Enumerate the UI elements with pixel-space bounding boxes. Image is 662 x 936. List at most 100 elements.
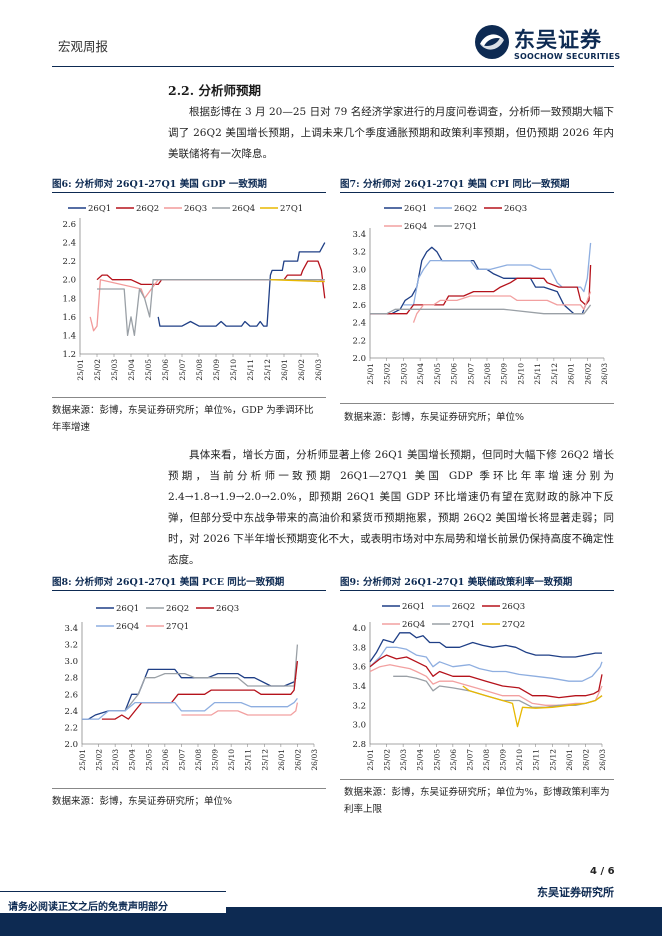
- fig9-ytick-label: 2.8: [352, 740, 366, 750]
- fig7-source: 数据来源：彭博，东吴证券研究所；单位%: [344, 412, 525, 423]
- section-title: 2.2. 分析师预期: [168, 83, 261, 98]
- fig8-xtick-label: 25/11: [244, 749, 253, 771]
- fig6-title: 分析师对 26Q1-27Q1 美国 GDP 一致预期: [74, 179, 267, 190]
- brand-logo-cn: 东吴证券: [514, 28, 602, 52]
- brand-logo: 东吴证券 SOOCHOW SECURITIES: [474, 22, 624, 66]
- fig7-series-26Q3: [370, 264, 592, 315]
- paragraph-2: 具体来看，增长方面，分析师显著上修 26Q1 美国增长预期，但同时大幅下修 26…: [168, 449, 614, 566]
- fig9-series-26Q4: [369, 664, 603, 706]
- fig9-xtick-label: 26/02: [581, 749, 590, 771]
- fig6-series-26Q1: [157, 242, 326, 327]
- disclaimer-text: 请务必阅读正文之后的免责声明部分: [8, 902, 168, 913]
- fig9-xtick-label: 25/05: [432, 749, 441, 771]
- fig8-legend-label: 26Q2: [166, 604, 189, 614]
- fig8-ytick-label: 3.0: [64, 657, 78, 667]
- fig6-xtick-label: 25/02: [93, 359, 102, 381]
- fig7-series-27Q1: [370, 304, 592, 315]
- fig8-top-rule: [52, 590, 326, 591]
- fig8-series-26Q3: [101, 661, 299, 720]
- fig6-xtick-label: 25/10: [229, 359, 238, 381]
- fig8-ytick-label: 2.2: [64, 723, 78, 733]
- fig8-xtick-label: 25/10: [227, 749, 236, 771]
- fig8-xtick-label: 26/03: [310, 749, 319, 771]
- fig7-ytick-label: 2.8: [352, 283, 366, 293]
- fig7-series-26Q4: [412, 291, 592, 323]
- disclaimer-box: [0, 891, 226, 913]
- fig6-legend-label: 26Q1: [88, 204, 111, 214]
- fig7-xtick-label: 26/02: [583, 363, 592, 385]
- fig7-legend-label: 27Q1: [454, 222, 477, 232]
- fig6-ytick-label: 1.2: [62, 350, 76, 360]
- footer-bar: [226, 908, 662, 936]
- fig9-xtick-label: 25/09: [499, 749, 508, 771]
- fig8-series-26Q2: [124, 644, 299, 712]
- fig8-xtick-label: 25/12: [260, 749, 269, 771]
- fig6-ytick-label: 1.8: [62, 294, 76, 304]
- fig9-ytick-label: 3.2: [352, 701, 366, 711]
- fig8-chart: 2.0 2.2 2.4 2.6 2.8 3.0 3.2 3.4 25/01 25/02 25/03 2…: [64, 604, 319, 771]
- fig6-series-27Q1: [270, 279, 325, 283]
- fig6-ytick-label: 1.4: [62, 331, 76, 341]
- fig7-bottom-rule: [340, 403, 614, 404]
- fig7-xtick-label: 25/03: [399, 363, 408, 385]
- fig7-ytick-label: 2.4: [352, 319, 366, 329]
- brand-logo-en: SOOCHOW SECURITIES: [514, 52, 621, 61]
- fig7-legend-label: 26Q3: [504, 204, 527, 214]
- fig6-ytick-label: 2.2: [62, 257, 76, 267]
- fig7-xtick-label: 25/07: [466, 363, 475, 385]
- fig9-xtick-label: 25/12: [548, 749, 557, 771]
- fig6-xtick-label: 25/03: [110, 359, 119, 381]
- fig9-xtick-label: 25/06: [449, 749, 458, 771]
- fig7-legend-label: 26Q2: [454, 204, 477, 214]
- fig9-legend-label: 26Q1: [402, 602, 425, 612]
- fig9-legend-label: 26Q3: [502, 602, 525, 612]
- fig6-xtick-label: 26/03: [314, 359, 323, 381]
- fig6-legend-label: 26Q4: [232, 204, 255, 214]
- fig7-legend-label: 26Q1: [404, 204, 427, 214]
- fig8-ytick-label: 3.4: [64, 624, 78, 634]
- fig8-ytick-label: 3.2: [64, 641, 78, 651]
- fig9-label: 图9:: [340, 577, 360, 588]
- report-type-label: 宏观周报: [58, 39, 109, 54]
- footer-org: 东吴证券研究所: [537, 886, 614, 899]
- fig7-label: 图7:: [340, 179, 360, 190]
- fig6-label: 图6:: [52, 179, 72, 190]
- fig9-legend-label: 26Q4: [402, 620, 425, 630]
- fig6-source: 数据来源：彭博，东吴证券研究所；单位%，GDP 为季调环比年率增速: [52, 405, 314, 433]
- fig9-ytick-label: 3.0: [352, 721, 366, 731]
- fig8-xtick-label: 25/09: [211, 749, 220, 771]
- fig9-xtick-label: 25/01: [366, 749, 375, 771]
- fig7-xtick-label: 25/09: [500, 363, 509, 385]
- fig9-series-26Q2: [369, 646, 603, 682]
- fig8-legend-label: 26Q1: [116, 604, 139, 614]
- fig8-legend-label: 26Q4: [116, 622, 139, 632]
- fig9-legend-label: 26Q2: [452, 602, 475, 612]
- fig8-xtick-label: 25/07: [177, 749, 186, 771]
- fig6-legend-label: 26Q3: [184, 204, 207, 214]
- fig9-xtick-label: 25/11: [532, 749, 541, 771]
- fig8-xtick-label: 26/02: [293, 749, 302, 771]
- footer-rule: [226, 907, 662, 908]
- fig6-xtick-label: 25/09: [212, 359, 221, 381]
- header-rule: [52, 66, 614, 67]
- fig6-legend-label: 27Q1: [280, 204, 303, 214]
- fig9-chart: 2.8 3.0 3.2 3.4 3.6 3.8 4.0 25/01 25/02 25/03 25/0…: [352, 602, 607, 771]
- fig9-xtick-label: 25/02: [383, 749, 392, 771]
- fig9-xtick-label: 25/03: [399, 749, 408, 771]
- fig7-caption: 图7: 分析师对 26Q1-27Q1 美国 CPI 同比一致预期: [340, 176, 569, 190]
- fig8-xtick-label: 25/08: [194, 749, 203, 771]
- fig8-legend-label: 26Q3: [216, 604, 239, 614]
- fig9-xtick-label: 26/01: [565, 749, 574, 771]
- fig9-ytick-label: 4.0: [352, 624, 366, 634]
- fig6-xtick-label: 26/02: [297, 359, 306, 381]
- fig7-xtick-label: 26/03: [600, 363, 609, 385]
- fig6-xtick-label: 25/05: [144, 359, 153, 381]
- fig6-ytick-label: 2.4: [62, 239, 76, 249]
- fig9-series-26Q3: [369, 654, 603, 699]
- fig6-top-rule: [52, 192, 326, 193]
- fig8-xtick-label: 25/06: [161, 749, 170, 771]
- fig6-xtick-label: 25/12: [263, 359, 272, 381]
- fig9-xtick-label: 25/07: [465, 749, 474, 771]
- fig9-top-rule: [340, 590, 614, 591]
- fig6-legend-label: 26Q2: [136, 204, 159, 214]
